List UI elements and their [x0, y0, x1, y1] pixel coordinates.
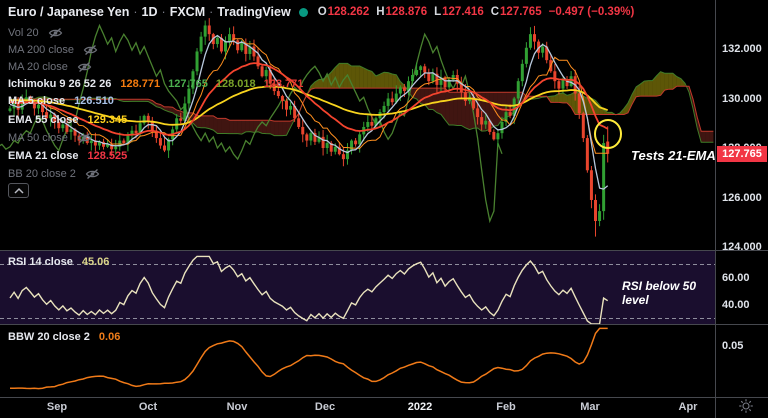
legend-item-value: 127.765 [168, 78, 208, 90]
price-tick-label: 124.000 [722, 239, 762, 255]
tradingview-chart-window: Euro / Japanese Yen · 1D · FXCM · Tradin… [0, 0, 768, 418]
interval-selector[interactable]: 1D [142, 5, 158, 19]
legend-item-ema-21-close[interactable]: EMA 21 close 128.525 [8, 148, 135, 163]
ohlc-field: C127.765 [491, 6, 542, 18]
rsi-value: 45.06 [82, 256, 110, 268]
legend-item-value: 128.771 [120, 78, 160, 90]
legend-item-label: MA 200 close [8, 44, 74, 56]
ohlc-field: O128.262 [318, 6, 370, 18]
exchange-name[interactable]: FXCM [170, 5, 205, 19]
header-separator: · [209, 5, 213, 19]
legend-item-value: 128.525 [88, 150, 128, 162]
legend-item-bb-20-close-2[interactable]: BB 20 close 2 [8, 166, 100, 181]
time-axis-label: 2022 [398, 401, 442, 413]
chart-header: Euro / Japanese Yen · 1D · FXCM · Tradin… [8, 3, 634, 21]
ohlc-field: H128.876 [376, 6, 427, 18]
legend-item-label: MA 50 close [8, 132, 68, 144]
chevron-up-icon [12, 186, 26, 196]
price-tick-label: 132.000 [722, 41, 762, 57]
platform-name[interactable]: TradingView [217, 5, 290, 19]
rsi-tick-label: 60.00 [722, 270, 750, 286]
time-axis-label: Oct [126, 401, 170, 413]
legend-item-label: EMA 21 close [8, 150, 79, 162]
legend-item-ma-20-close[interactable]: MA 20 close [8, 59, 92, 74]
rsi-pane-legend[interactable]: RSI 14 close 45.06 [8, 255, 109, 269]
ohlc-values: O128.262 H128.876 L127.416 C127.765 −0.497 (… [318, 6, 635, 18]
rsi-tick-label: 40.00 [722, 297, 750, 313]
chart-canvas[interactable] [0, 0, 768, 418]
bbw-label: BBW 20 close 2 [8, 331, 90, 343]
legend-collapse-button[interactable] [8, 183, 29, 198]
legend-item-value: 128.771 [264, 78, 304, 90]
legend-item-label: BB 20 close 2 [8, 168, 76, 180]
eye-off-icon[interactable] [77, 132, 92, 144]
time-axis-label: Apr [666, 401, 710, 413]
time-axis-label: Nov [215, 401, 259, 413]
legend-item-value: 129.345 [88, 114, 128, 126]
legend-item-value: 126.510 [74, 95, 114, 107]
legend-item-label: EMA 55 close [8, 114, 79, 126]
price-tick-label: 126.000 [722, 190, 762, 206]
ohlc-field: L127.416 [434, 6, 484, 18]
legend-item-value: 128.018 [216, 78, 256, 90]
time-axis-label: Sep [35, 401, 79, 413]
legend-item-label: Ichimoku 9 26 52 26 [8, 78, 111, 90]
eye-off-icon[interactable] [48, 27, 63, 39]
legend-item-vol-20[interactable]: Vol 20 [8, 25, 63, 40]
change-value: −0.497 (−0.39%) [549, 6, 635, 18]
time-axis-label: Feb [484, 401, 528, 413]
market-status-icon[interactable] [299, 8, 308, 17]
rsi-label: RSI 14 close [8, 256, 73, 268]
price-tick-label: 130.000 [722, 91, 762, 107]
bbw-tick-label: 0.05 [722, 338, 743, 354]
legend-item-ema-55-close[interactable]: EMA 55 close 129.345 [8, 112, 135, 127]
time-axis-label: Mar [568, 401, 612, 413]
header-separator: · [133, 5, 137, 19]
eye-off-icon[interactable] [77, 61, 92, 73]
time-axis-label: Dec [303, 401, 347, 413]
symbol-name[interactable]: Euro / Japanese Yen [8, 5, 129, 19]
legend-item-label: MA 20 close [8, 61, 68, 73]
chart-settings-sun-icon[interactable] [737, 397, 755, 415]
last-price-tag: 127.765 [717, 146, 767, 162]
legend-item-ma-200-close[interactable]: MA 200 close [8, 42, 98, 57]
bbw-value: 0.06 [99, 331, 120, 343]
eye-off-icon[interactable] [83, 44, 98, 56]
bbw-pane-legend[interactable]: BBW 20 close 2 0.06 [8, 330, 120, 344]
legend-item-ma-50-close[interactable]: MA 50 close [8, 130, 92, 145]
legend-item-label: Vol 20 [8, 27, 39, 39]
legend-item-ma-5-close[interactable]: MA 5 close 126.510 [8, 93, 122, 108]
legend-item-label: MA 5 close [8, 95, 65, 107]
header-separator: · [162, 5, 166, 19]
eye-off-icon[interactable] [85, 168, 100, 180]
legend-item-ichimoku-9-26-52-26[interactable]: Ichimoku 9 26 52 26 128.771 127.765 128.018… [8, 76, 311, 91]
annotation-rsi-below-50: RSI below 50 level [622, 279, 714, 307]
